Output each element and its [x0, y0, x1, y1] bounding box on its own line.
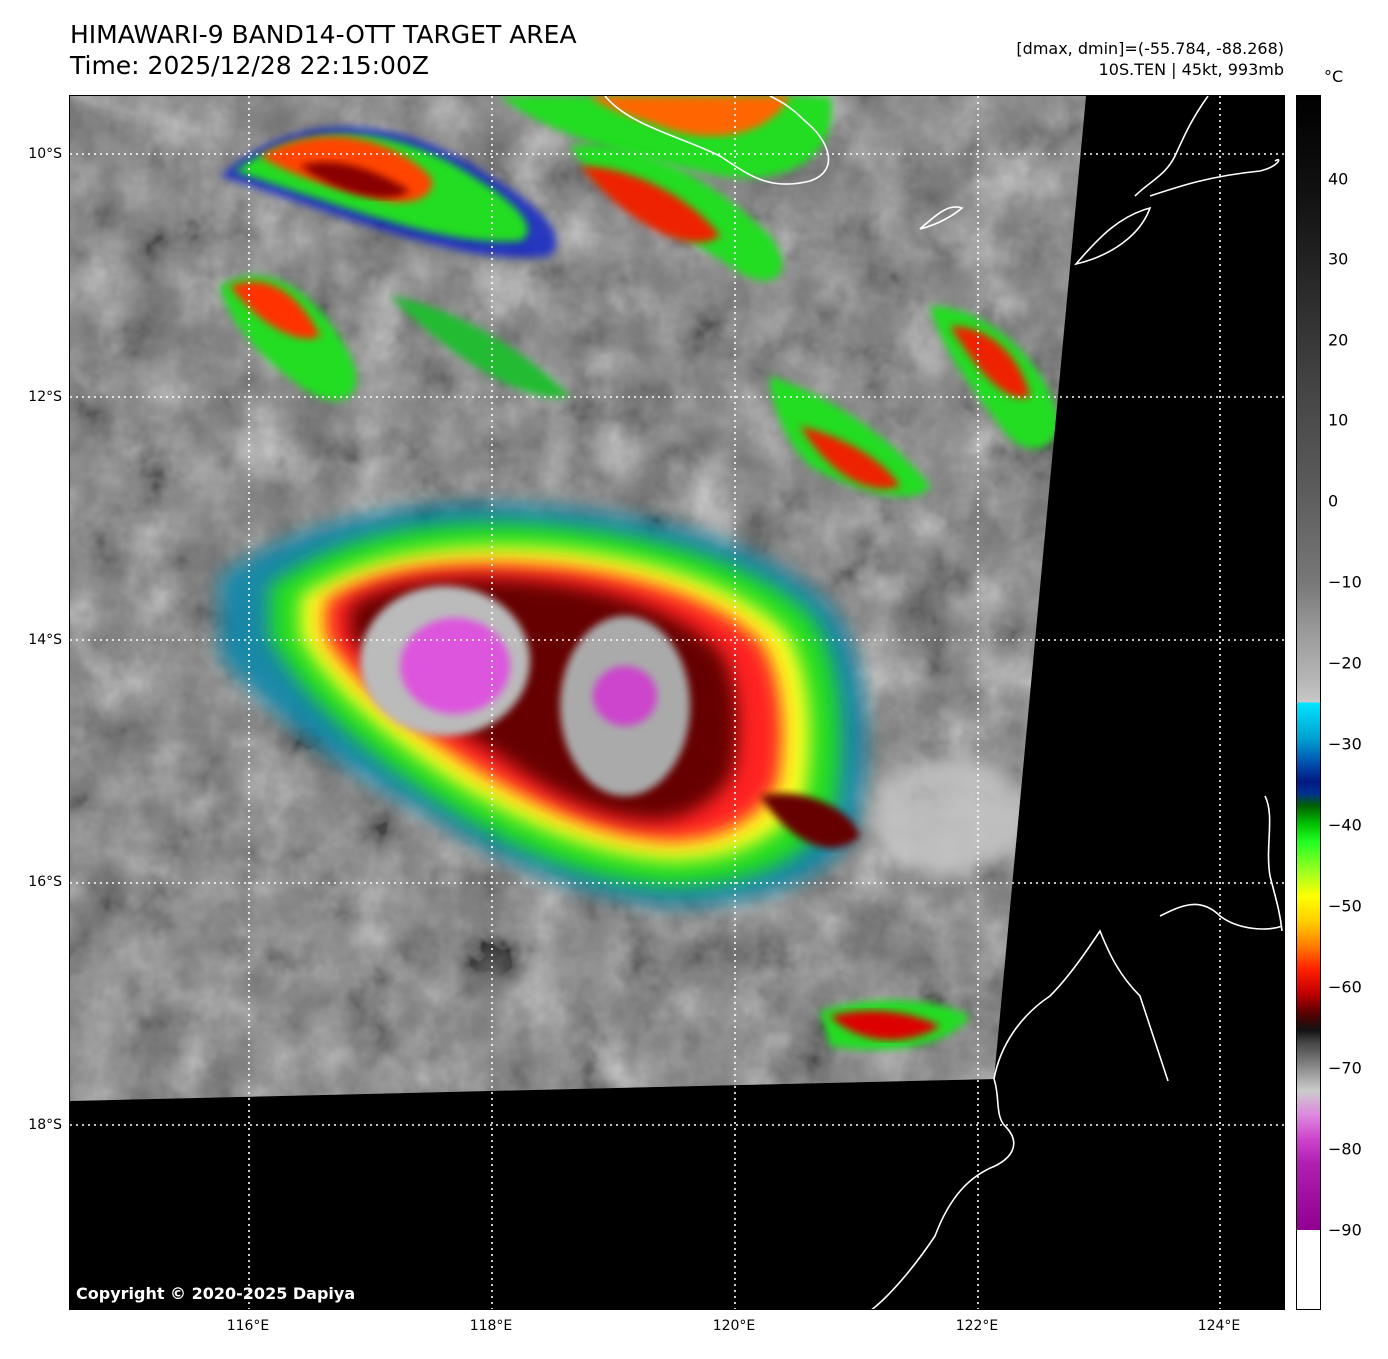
chart-title: HIMAWARI-9 BAND14-OTT TARGET AREA [70, 20, 577, 49]
colorbar-tick-minus50: −50 [1328, 896, 1362, 916]
copyright-notice: Copyright © 2020-2025 Dapiya [76, 1284, 356, 1303]
gridlines [70, 96, 1284, 1309]
lat-label-18s: 18°S [28, 1117, 62, 1133]
lon-label-116e: 116°E [226, 1318, 270, 1334]
lat-label-10s: 10°S [28, 146, 62, 162]
storm-info: 10S.TEN | 45kt, 993mb [1098, 60, 1284, 79]
colorbar-tick-minus20: −20 [1328, 653, 1362, 673]
colorbar-tick-minus80: −80 [1328, 1139, 1362, 1159]
lat-label-14s: 14°S [28, 632, 62, 648]
satellite-map: Copyright © 2020-2025 Dapiya [69, 95, 1285, 1310]
satellite-imagery [70, 96, 1086, 1101]
lat-label-12s: 12°S [28, 389, 62, 405]
data-range: [dmax, dmin]=(-55.784, -88.268) [1016, 39, 1284, 58]
lon-label-118e: 118°E [469, 1318, 513, 1334]
colorbar-tick-minus60: −60 [1328, 977, 1362, 997]
map-canvas [70, 96, 1284, 1309]
colorbar-tick-20: 20 [1328, 330, 1349, 350]
colorbar-tick-0: 0 [1328, 491, 1339, 511]
colorbar [1296, 95, 1321, 1310]
coastlines [604, 96, 1283, 1309]
colorbar-tick-10: 10 [1328, 410, 1349, 430]
lon-label-124e: 124°E [1197, 1318, 1241, 1334]
colorbar-tick-minus90: −90 [1328, 1220, 1362, 1240]
colorbar-unit: °C [1324, 67, 1344, 86]
lat-label-16s: 16°S [28, 874, 62, 890]
colorbar-tick-minus10: −10 [1328, 572, 1362, 592]
lon-label-122e: 122°E [955, 1318, 999, 1334]
chart-time: Time: 2025/12/28 22:15:00Z [70, 51, 429, 80]
chart-info: [dmax, dmin]=(-55.784, -88.268) 10S.TEN … [1016, 38, 1284, 80]
colorbar-tick-minus40: −40 [1328, 815, 1362, 835]
colorbar-tick-30: 30 [1328, 249, 1349, 269]
colorbar-tick-minus30: −30 [1328, 734, 1362, 754]
lon-label-120e: 120°E [712, 1318, 756, 1334]
colorbar-tick-40: 40 [1328, 169, 1349, 189]
colorbar-tick-minus70: −70 [1328, 1058, 1362, 1078]
cyclone-core [220, 504, 970, 1050]
northern-convection [220, 96, 1060, 497]
